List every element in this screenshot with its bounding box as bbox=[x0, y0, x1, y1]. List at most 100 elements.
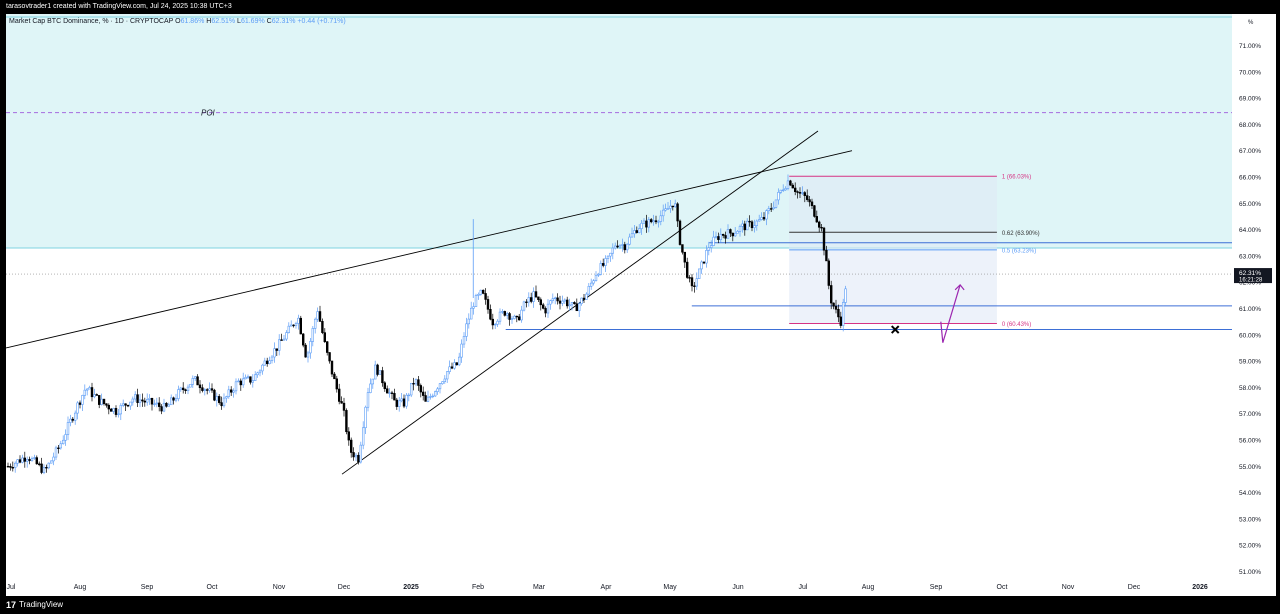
candle bbox=[292, 324, 295, 327]
time-tick: Jun bbox=[732, 584, 743, 591]
candle bbox=[481, 289, 485, 294]
candle bbox=[705, 250, 708, 264]
candle bbox=[57, 447, 60, 450]
candle bbox=[457, 356, 461, 366]
candle bbox=[659, 215, 663, 222]
candle bbox=[793, 187, 797, 192]
candle bbox=[244, 377, 247, 380]
axis-unit: % bbox=[1248, 20, 1254, 26]
candle bbox=[59, 443, 63, 449]
candle bbox=[412, 382, 415, 385]
candle bbox=[642, 220, 646, 224]
candle bbox=[580, 297, 583, 304]
candle bbox=[102, 398, 106, 405]
candle bbox=[570, 302, 574, 306]
candle bbox=[491, 318, 494, 326]
candle bbox=[421, 391, 425, 396]
candle bbox=[158, 402, 161, 407]
candle bbox=[635, 230, 639, 233]
candle bbox=[683, 251, 687, 263]
candle bbox=[549, 300, 552, 305]
candle bbox=[645, 220, 648, 228]
candle bbox=[817, 221, 821, 228]
candle bbox=[242, 378, 245, 386]
symbol-legend: Market Cap BTC Dominance, % · 1D · CRYPT… bbox=[9, 18, 346, 25]
candle bbox=[745, 220, 749, 231]
candle bbox=[198, 384, 202, 389]
candle bbox=[76, 402, 79, 414]
candle bbox=[431, 395, 434, 398]
candle bbox=[585, 293, 588, 300]
candle bbox=[30, 458, 34, 461]
candle bbox=[453, 362, 456, 369]
candle bbox=[604, 258, 607, 266]
candle bbox=[287, 325, 290, 333]
candle bbox=[172, 397, 175, 401]
candle bbox=[762, 217, 766, 220]
candle bbox=[844, 288, 847, 303]
tradingview-logo-text[interactable]: TradingView bbox=[19, 600, 64, 609]
candle bbox=[748, 220, 751, 223]
candle bbox=[119, 405, 123, 415]
time-tick: Aug bbox=[862, 584, 875, 591]
candle bbox=[186, 386, 190, 392]
candle bbox=[796, 191, 799, 193]
candle bbox=[661, 209, 665, 217]
candle bbox=[815, 216, 819, 223]
time-tick: Dec bbox=[338, 584, 351, 591]
symbol-name: Market Cap BTC Dominance, % · 1D · CRYPT… bbox=[9, 18, 174, 25]
candle bbox=[791, 184, 795, 189]
candle bbox=[390, 392, 394, 394]
price-tick: 70.00% bbox=[1239, 69, 1261, 76]
candle bbox=[441, 381, 444, 385]
candle bbox=[798, 192, 802, 194]
candle bbox=[685, 261, 689, 278]
candle bbox=[477, 294, 480, 296]
candle bbox=[786, 180, 790, 189]
candle bbox=[122, 403, 125, 406]
candle bbox=[743, 223, 747, 231]
candle bbox=[402, 398, 406, 407]
candle bbox=[606, 255, 610, 259]
price-tick: 54.00% bbox=[1239, 490, 1261, 497]
candle bbox=[83, 389, 87, 396]
low-value: 61.69% bbox=[240, 18, 265, 25]
candle bbox=[167, 404, 170, 407]
candle bbox=[349, 439, 353, 453]
candle bbox=[246, 376, 250, 378]
candle bbox=[589, 282, 593, 287]
candle bbox=[177, 389, 180, 400]
candle bbox=[731, 232, 735, 237]
candle bbox=[112, 408, 115, 412]
price-tick: 51.00% bbox=[1239, 569, 1261, 576]
candle bbox=[194, 376, 197, 379]
fib-label: 0 (60.43%) bbox=[1002, 322, 1031, 328]
chart-area[interactable]: POI 1 (66.03%) 0.62 (63.90%) 0.5 (63.23%) 0 … bbox=[5, 14, 1276, 596]
candle bbox=[664, 208, 667, 211]
candle bbox=[465, 323, 468, 337]
candle bbox=[673, 203, 677, 207]
candle bbox=[508, 313, 511, 320]
candle bbox=[150, 398, 154, 405]
candle bbox=[513, 315, 516, 319]
candle bbox=[443, 378, 446, 383]
candle bbox=[78, 402, 82, 405]
candle bbox=[45, 467, 48, 469]
time-tick: Oct bbox=[207, 584, 218, 591]
price-tick: 59.00% bbox=[1239, 359, 1261, 366]
candle bbox=[489, 309, 492, 320]
candle bbox=[657, 221, 660, 223]
candle bbox=[81, 395, 84, 405]
candle bbox=[261, 364, 264, 372]
fib-label: 0.5 (63.23%) bbox=[1002, 248, 1036, 254]
candle bbox=[553, 297, 557, 300]
tradingview-logo-icon[interactable]: 17 bbox=[6, 600, 17, 610]
candle bbox=[306, 352, 310, 358]
price-chart[interactable]: POI 1 (66.03%) 0.62 (63.90%) 0.5 (63.23%) 0 … bbox=[5, 14, 1276, 596]
candle bbox=[354, 454, 358, 458]
candle bbox=[693, 285, 696, 287]
candle bbox=[222, 397, 226, 407]
candle bbox=[630, 233, 634, 238]
candle bbox=[825, 249, 828, 262]
time-tick: Sep bbox=[930, 584, 943, 591]
